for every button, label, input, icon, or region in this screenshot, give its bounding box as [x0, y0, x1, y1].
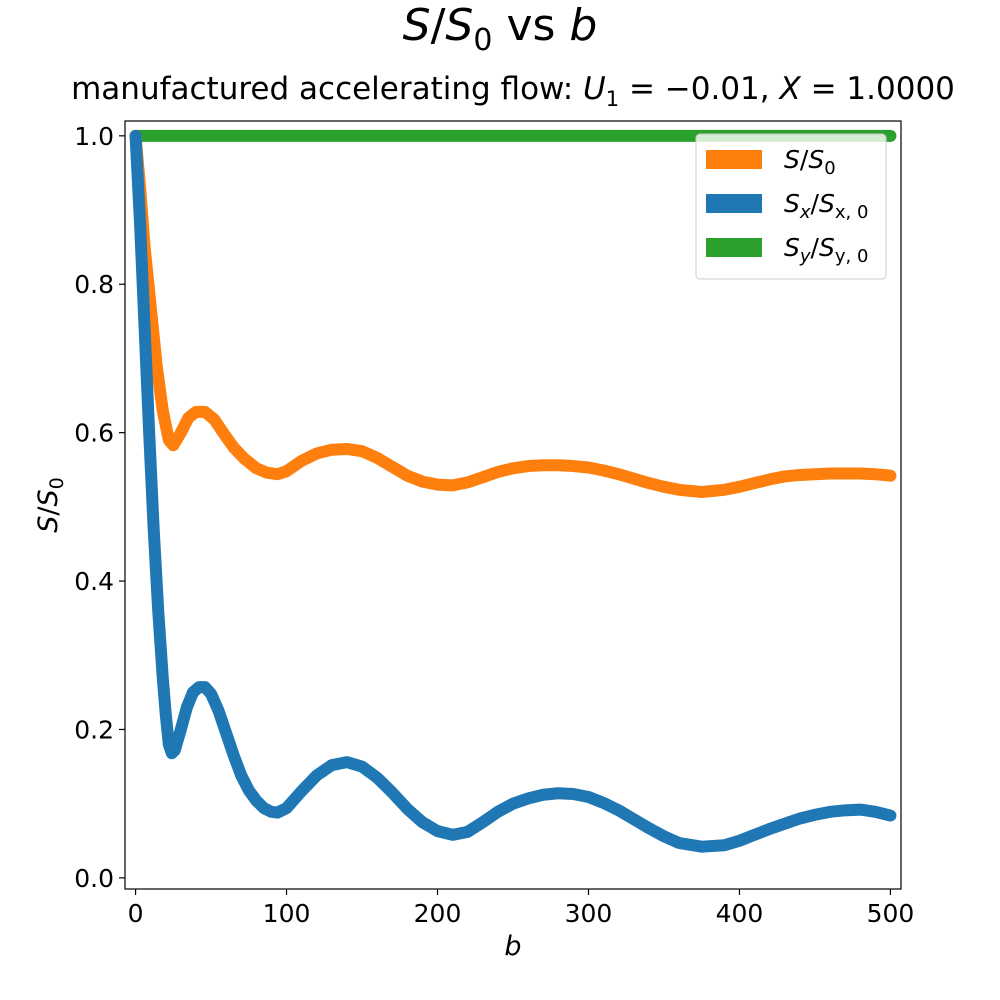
legend-entry-sy: Sy/Sy, 0 — [706, 233, 868, 267]
series-line-1 — [129, 129, 897, 853]
chart-title: S/S0 vs b — [403, 0, 598, 58]
x-tick-label: 300 — [565, 899, 613, 928]
legend-label: Sx/Sx, 0 — [784, 189, 868, 223]
x-axis-label: b — [504, 931, 521, 962]
y-tick-label: 0.6 — [74, 419, 114, 448]
x-tick-label: 500 — [867, 899, 915, 928]
x-tick-label: 400 — [716, 899, 764, 928]
legend-entry-s-over-s0: S/S0 — [706, 145, 836, 179]
x-axis-ticks: 0 100 200 300 400 500 — [128, 889, 915, 928]
legend-swatch-orange — [706, 150, 762, 169]
y-tick-label: 0.0 — [74, 864, 114, 893]
y-tick-label: 0.4 — [74, 567, 114, 596]
legend-swatch-green — [706, 238, 762, 257]
y-tick-label: 0.2 — [74, 715, 114, 744]
plot-area — [124, 120, 902, 890]
y-axis-label: S/S0 — [33, 477, 68, 532]
legend-label: Sy/Sy, 0 — [784, 233, 868, 267]
x-tick-label: 0 — [128, 899, 144, 928]
series-line-0 — [129, 129, 897, 499]
legend-label: S/S0 — [784, 145, 836, 179]
x-tick-label: 200 — [414, 899, 462, 928]
legend-swatch-blue — [706, 194, 762, 213]
x-tick-label: 100 — [263, 899, 311, 928]
legend: S/S0 Sx/Sx, 0 Sy/Sy, 0 — [695, 133, 887, 280]
y-tick-label: 0.8 — [74, 270, 114, 299]
chart-subtitle: manufactured accelerating flow: U1 = −0.… — [71, 71, 955, 111]
y-axis-ticks: 0.0 0.2 0.4 0.6 0.8 1.0 — [74, 122, 125, 893]
y-tick-label: 1.0 — [74, 122, 114, 151]
legend-entry-sx: Sx/Sx, 0 — [706, 189, 868, 223]
